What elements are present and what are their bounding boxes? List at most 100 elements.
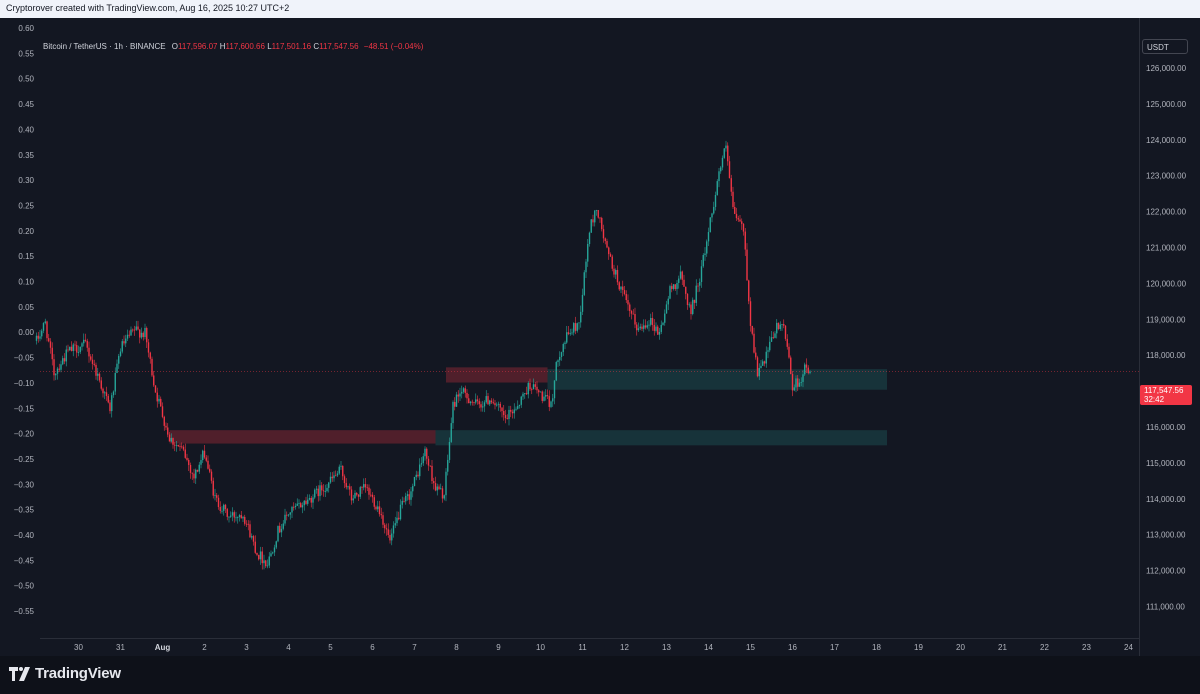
candle-body <box>328 482 330 488</box>
candle-body <box>574 323 577 331</box>
candle-body <box>303 500 305 506</box>
candle-body <box>217 497 220 508</box>
candle-body <box>594 210 596 223</box>
candle-body <box>784 325 787 339</box>
candle-body <box>233 512 235 518</box>
candle-body <box>352 498 354 501</box>
currency-button[interactable]: USDT <box>1142 39 1188 54</box>
candle-body <box>147 342 150 353</box>
candle-body <box>163 416 165 426</box>
candle-body <box>191 472 193 474</box>
candle-body <box>207 460 209 469</box>
candle-body <box>126 334 129 339</box>
left-axis-tick-label: 0.30 <box>18 176 34 185</box>
candle-body <box>235 517 237 519</box>
symbol-legend[interactable]: Bitcoin / TetherUS · 1h · BINANCE O117,5… <box>43 42 423 51</box>
candle-body <box>639 326 641 329</box>
close-label: C <box>313 42 320 51</box>
candle-body <box>49 341 52 348</box>
right-axis-tick-label: 124,000.00 <box>1146 136 1187 145</box>
candle-body <box>730 178 732 192</box>
tradingview-logo[interactable]: TradingView <box>9 665 121 682</box>
candle-body <box>321 485 323 491</box>
candle-body <box>478 401 480 405</box>
candle-body <box>132 329 134 331</box>
candle-body <box>464 388 466 393</box>
left-axis-tick-label: −0.40 <box>14 531 35 540</box>
candle-body <box>361 487 363 488</box>
candle-body <box>284 514 286 524</box>
candle-body <box>270 553 272 557</box>
candle-body <box>130 329 132 336</box>
candle-body <box>646 325 648 328</box>
candle-body <box>79 346 81 353</box>
candle-body <box>161 406 164 417</box>
candle-body <box>604 238 606 242</box>
candle-body <box>550 401 552 407</box>
candle-body <box>128 334 130 336</box>
candle-body <box>272 552 274 554</box>
time-axis-tick-label: 22 <box>1040 643 1049 652</box>
candle-body <box>531 389 533 391</box>
candle-body <box>760 365 762 368</box>
open-value: 117,596.07 <box>178 42 218 51</box>
candle-body <box>520 396 522 405</box>
left-axis-tick-label: 0.10 <box>18 278 34 287</box>
candle-body <box>121 341 123 352</box>
candle-body <box>679 271 682 279</box>
candle-body <box>139 329 141 338</box>
price-chart[interactable]: 0.60 0.55 0.50 0.45 0.40 0.35 0.30 0.25 0.20 0.15… <box>0 18 1200 656</box>
candle-body <box>721 157 724 168</box>
candle-body <box>165 425 167 428</box>
candle-body <box>445 471 447 496</box>
right-axis-tick-label: 116,000.00 <box>1146 423 1186 432</box>
candle-body <box>62 358 64 365</box>
demand-zone <box>435 430 887 446</box>
right-axis-tick-label: 115,000.00 <box>1146 459 1186 468</box>
candle-body <box>335 475 337 477</box>
high-value: 117,600.66 <box>225 42 265 51</box>
change-value: −48.51 (−0.04%) <box>363 42 424 51</box>
candle-body <box>622 286 624 291</box>
candle-body <box>259 551 262 560</box>
candle-body <box>415 474 417 477</box>
right-axis-tick-label: 114,000.00 <box>1146 495 1186 504</box>
candle-body <box>399 504 402 520</box>
candle-body <box>667 298 669 305</box>
candle-body <box>184 449 186 458</box>
chart-area[interactable]: 0.60 0.55 0.50 0.45 0.40 0.35 0.30 0.25 0.20 0.15… <box>0 18 1200 671</box>
candle-body <box>636 324 638 331</box>
candle-body <box>597 210 599 218</box>
candle-body <box>672 284 675 289</box>
candle-body <box>469 401 472 404</box>
time-axis-tick-label: Aug <box>155 643 171 652</box>
candle-body <box>363 484 365 488</box>
candle-body <box>559 356 561 361</box>
candle-body <box>301 505 304 508</box>
candle-body <box>223 504 225 511</box>
candle-body <box>125 338 127 344</box>
candle-body <box>723 148 725 158</box>
candle-body <box>114 372 116 392</box>
candle-body <box>268 556 270 566</box>
left-axis-tick-label: −0.45 <box>14 556 35 565</box>
candle-body <box>767 350 769 352</box>
attribution-text: Cryptorover created with TradingView.com… <box>6 3 290 13</box>
candle-body <box>702 254 704 267</box>
candle-body <box>265 560 267 567</box>
candle-body <box>140 332 143 338</box>
candle-body <box>783 324 785 326</box>
candle-body <box>419 464 421 477</box>
candle-body <box>254 541 256 553</box>
candle-body <box>37 335 39 339</box>
candle-body <box>714 194 717 207</box>
candle-body <box>489 400 491 405</box>
candle-body <box>742 223 745 232</box>
candle-body <box>289 512 291 515</box>
candle-body <box>802 374 804 382</box>
candle-body <box>504 415 507 419</box>
candle-body <box>156 392 158 402</box>
left-axis-tick-label: 0.05 <box>18 303 34 312</box>
candle-body <box>39 336 41 339</box>
candle-body <box>769 341 771 351</box>
